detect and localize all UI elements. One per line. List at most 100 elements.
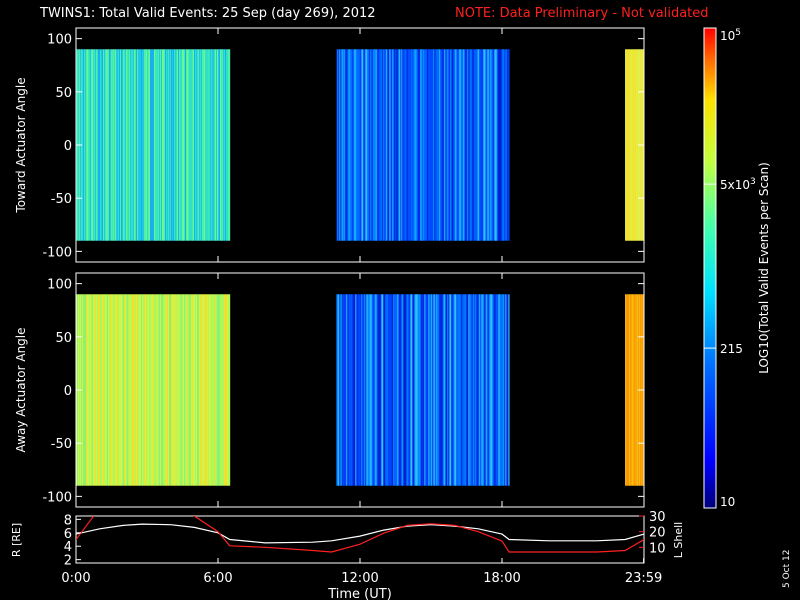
x-axis-label: Time (UT): [327, 587, 392, 600]
heatmap-column: [207, 49, 209, 241]
heatmap-column: [129, 294, 131, 486]
heatmap-column: [440, 294, 442, 486]
heatmap-column: [140, 49, 142, 241]
heatmap-column: [162, 49, 164, 241]
heatmap-column: [458, 49, 460, 241]
heatmap-column: [342, 294, 344, 486]
y-tick-label: 50: [55, 331, 72, 346]
y-axis-label: Toward Actuator Angle: [14, 77, 28, 213]
heatmap-column: [414, 49, 416, 241]
heatmap-column: [100, 49, 102, 241]
heatmap-column: [151, 49, 153, 241]
heatmap-column: [118, 294, 120, 486]
heatmap-column: [169, 294, 171, 486]
heatmap-column: [374, 49, 376, 241]
heatmap-column: [83, 49, 85, 241]
heatmap-column: [122, 49, 124, 241]
heatmap-column: [347, 49, 349, 241]
heatmap-column: [439, 49, 441, 241]
x-tick-label: 18:00: [483, 571, 520, 586]
heatmap-column: [86, 294, 88, 486]
heatmap-column: [155, 294, 157, 486]
heatmap-column: [371, 294, 373, 486]
heatmap-column: [102, 294, 104, 486]
heatmap-column: [151, 294, 153, 486]
heatmap-column: [455, 294, 457, 486]
heatmap-column: [201, 294, 203, 486]
heatmap-column: [502, 294, 504, 486]
heatmap-column: [381, 49, 383, 241]
heatmap-column: [120, 49, 122, 241]
heatmap-column: [167, 49, 169, 241]
heatmap-column: [630, 49, 632, 241]
heatmap-column: [341, 294, 343, 486]
heatmap-column: [208, 49, 210, 241]
heatmap-column: [160, 294, 162, 486]
heatmap-column: [110, 49, 112, 241]
heatmap-column: [441, 294, 443, 486]
heatmap-column: [626, 294, 628, 486]
y-right-tick-label: 10: [649, 541, 666, 556]
heatmap-column: [362, 49, 364, 241]
heatmap-column: [131, 294, 133, 486]
heatmap-column: [426, 49, 428, 241]
heatmap-column: [144, 294, 146, 486]
heatmap-column: [154, 294, 156, 486]
heatmap-column: [171, 294, 173, 486]
heatmap-column: [465, 294, 467, 486]
heatmap-column: [228, 294, 230, 486]
heatmap-column: [455, 49, 457, 241]
heatmap-column: [506, 294, 508, 486]
heatmap-column: [106, 49, 108, 241]
heatmap-column: [420, 294, 422, 486]
heatmap-column: [489, 294, 491, 486]
heatmap-column: [127, 49, 129, 241]
heatmap-column: [487, 49, 489, 241]
heatmap-column: [406, 49, 408, 241]
heatmap-column: [203, 49, 205, 241]
heatmap-column: [188, 294, 190, 486]
heatmap-column: [493, 294, 495, 486]
heatmap-column: [394, 49, 396, 241]
heatmap-column: [198, 49, 200, 241]
heatmap-column: [425, 49, 427, 241]
heatmap-column: [164, 294, 166, 486]
heatmap-column: [429, 49, 431, 241]
heatmap-column: [108, 294, 110, 486]
heatmap-column: [364, 49, 366, 241]
heatmap-column: [443, 49, 445, 241]
heatmap-column: [85, 49, 87, 241]
heatmap-column: [445, 294, 447, 486]
heatmap-column: [416, 294, 418, 486]
colorbar-label: LOG10(Total Valid Events per Scan): [757, 162, 771, 374]
heatmap-column: [360, 49, 362, 241]
heatmap-column: [218, 294, 220, 486]
y-tick-label: 0: [64, 139, 72, 154]
heatmap-column: [482, 49, 484, 241]
heatmap-column: [421, 49, 423, 241]
heatmap-column: [408, 294, 410, 486]
heatmap-column: [143, 49, 145, 241]
heatmap-column: [137, 49, 139, 241]
heatmap-column: [485, 49, 487, 241]
heatmap-column: [472, 49, 474, 241]
heatmap-column: [506, 49, 508, 241]
heatmap-column: [189, 49, 191, 241]
heatmap-column: [229, 49, 231, 241]
heatmap-column: [114, 49, 116, 241]
y-right-tick-label: 30: [649, 510, 666, 525]
heatmap-column: [431, 294, 433, 486]
heatmap-column: [135, 49, 137, 241]
heatmap-column: [434, 49, 436, 241]
footer-date: 5 Oct 12: [782, 550, 792, 588]
heatmap-column: [167, 294, 169, 486]
heatmap-column: [338, 49, 340, 241]
heatmap-column: [413, 49, 415, 241]
heatmap-column: [479, 49, 481, 241]
heatmap-column: [106, 294, 108, 486]
heatmap-column: [491, 294, 493, 486]
heatmap-column: [337, 49, 339, 241]
heatmap-column: [388, 49, 390, 241]
heatmap-column: [121, 294, 123, 486]
heatmap-column: [369, 294, 371, 486]
